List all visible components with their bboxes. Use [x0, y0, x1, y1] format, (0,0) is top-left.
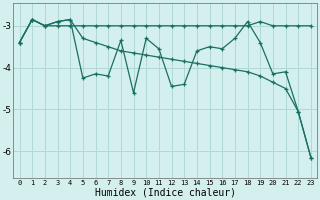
X-axis label: Humidex (Indice chaleur): Humidex (Indice chaleur)	[95, 187, 236, 197]
